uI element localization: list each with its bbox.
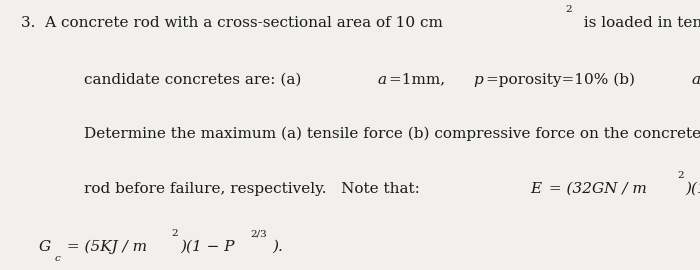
Text: =porosity=10% (b): =porosity=10% (b) <box>486 72 645 87</box>
Text: =1mm,: =1mm, <box>389 73 455 87</box>
Text: )(1 − P): )(1 − P) <box>685 182 700 196</box>
Text: 2: 2 <box>172 229 178 238</box>
Text: G: G <box>38 240 50 254</box>
Text: is loaded in tension.  Two: is loaded in tension. Two <box>574 16 700 30</box>
Text: ).: ). <box>272 240 283 254</box>
Text: 2/3: 2/3 <box>251 229 267 238</box>
Text: E: E <box>530 182 541 196</box>
Text: a: a <box>692 73 700 87</box>
Text: p: p <box>474 73 484 87</box>
Text: = (32GN / m: = (32GN / m <box>545 182 648 196</box>
Text: = (5KJ / m: = (5KJ / m <box>62 240 147 254</box>
Text: rod before failure, respectively.   Note that:: rod before failure, respectively. Note t… <box>84 182 430 196</box>
Text: c: c <box>54 254 60 263</box>
Text: )(1 − P: )(1 − P <box>180 240 234 254</box>
Text: 2: 2 <box>566 5 572 14</box>
Text: Determine the maximum (a) tensile force (b) compressive force on the concrete: Determine the maximum (a) tensile force … <box>84 126 700 141</box>
Text: 2: 2 <box>677 171 684 180</box>
Text: 3.  A concrete rod with a cross-sectional area of 10 cm: 3. A concrete rod with a cross-sectional… <box>21 16 443 30</box>
Text: candidate concretes are: (a): candidate concretes are: (a) <box>84 73 311 87</box>
Text: a: a <box>377 73 386 87</box>
